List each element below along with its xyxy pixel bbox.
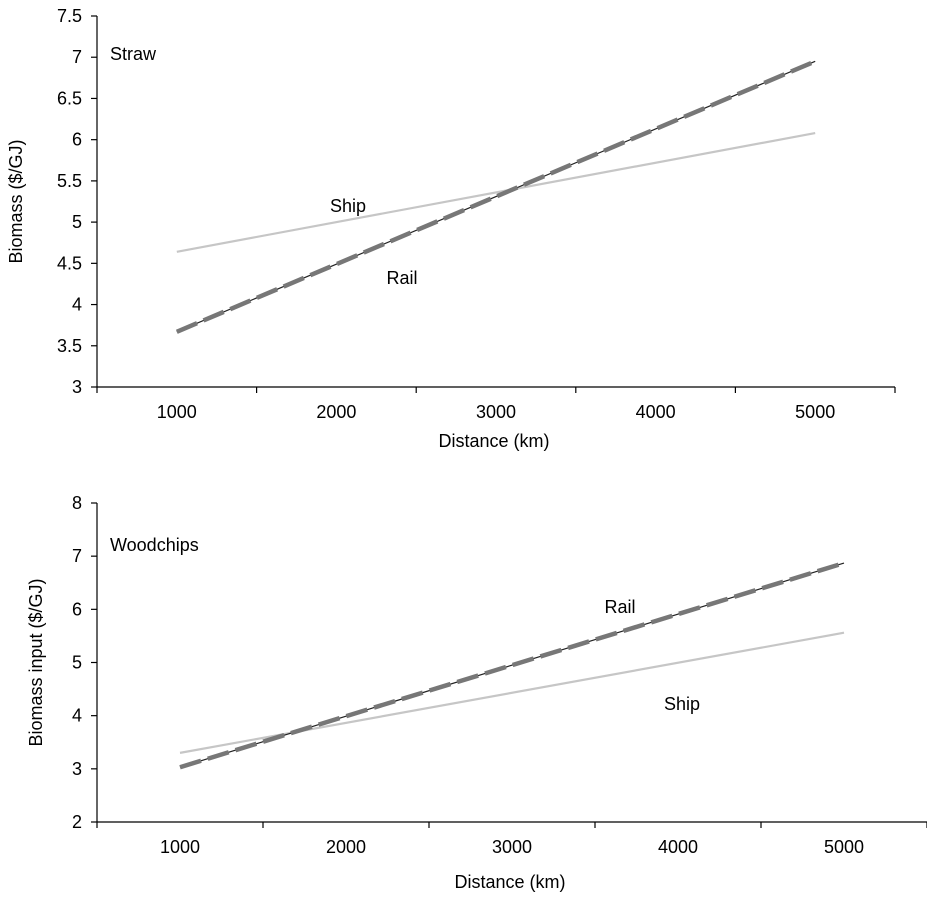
x-tick-label: 1000 bbox=[160, 837, 200, 857]
x-tick-label: 4000 bbox=[658, 837, 698, 857]
y-axis-title: Biomass input ($/GJ) bbox=[26, 578, 46, 746]
x-tick-label: 4000 bbox=[636, 402, 676, 422]
y-tick-label: 8 bbox=[72, 493, 82, 513]
x-tick-label: 5000 bbox=[824, 837, 864, 857]
y-tick-label: 7.5 bbox=[57, 6, 82, 26]
panel-label: Woodchips bbox=[110, 535, 199, 555]
y-tick-label: 6 bbox=[72, 599, 82, 619]
x-tick-label: 3000 bbox=[492, 837, 532, 857]
x-axis-title: Distance (km) bbox=[454, 872, 565, 892]
chart-panel-woodchips: 2 3 4 5 6 7 8 1000 2000 3000 4000 5000 Distance (km)… bbox=[26, 493, 927, 892]
y-tick-label: 3 bbox=[72, 759, 82, 779]
x-tick-label: 2000 bbox=[326, 837, 366, 857]
series-label-rail: Rail bbox=[386, 268, 417, 288]
chart-panel-straw: 3 3.5 4 4.5 5 5.5 6 6.5 7 7.5 1000 2000 3000 4000 5000… bbox=[6, 6, 896, 451]
y-tick-label: 5.5 bbox=[57, 171, 82, 191]
y-tick-label: 7 bbox=[72, 47, 82, 67]
series-label-ship: Ship bbox=[330, 196, 366, 216]
x-tick-label: 1000 bbox=[157, 402, 197, 422]
y-axis-title: Biomass ($/GJ) bbox=[6, 139, 26, 263]
x-tick-label: 2000 bbox=[316, 402, 356, 422]
x-axis-title: Distance (km) bbox=[438, 431, 549, 451]
y-tick-label: 2 bbox=[72, 812, 82, 832]
y-tick-label: 5 bbox=[72, 653, 82, 673]
y-tick-label: 4.5 bbox=[57, 253, 82, 273]
y-tick-label: 7 bbox=[72, 546, 82, 566]
x-tick-label: 5000 bbox=[795, 402, 835, 422]
y-tick-label: 5 bbox=[72, 212, 82, 232]
y-tick-label: 4 bbox=[72, 706, 82, 726]
y-tick-label: 3.5 bbox=[57, 336, 82, 356]
series-label-rail: Rail bbox=[604, 597, 635, 617]
y-tick-label: 6 bbox=[72, 130, 82, 150]
panel-label: Straw bbox=[110, 44, 157, 64]
series-label-ship: Ship bbox=[664, 694, 700, 714]
y-tick-label: 3 bbox=[72, 377, 82, 397]
y-tick-label: 4 bbox=[72, 295, 82, 315]
series-line-rail-core bbox=[179, 562, 845, 768]
y-tick-label: 6.5 bbox=[57, 88, 82, 108]
series-line-ship bbox=[176, 131, 816, 253]
series-line-rail-core bbox=[176, 60, 816, 333]
x-tick-label: 3000 bbox=[476, 402, 516, 422]
